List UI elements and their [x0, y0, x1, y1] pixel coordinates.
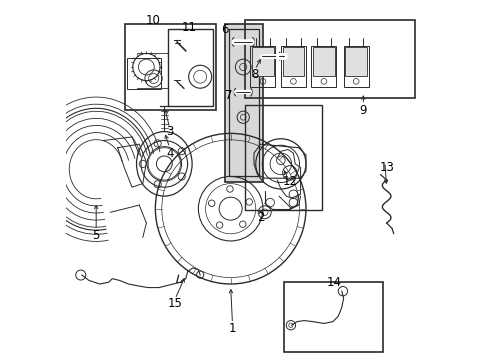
Text: 10: 10: [146, 14, 161, 27]
Bar: [225, 24, 263, 182]
Bar: [311, 45, 337, 87]
Bar: [252, 47, 274, 76]
Bar: [245, 21, 416, 98]
Text: 1: 1: [229, 322, 236, 335]
Text: 14: 14: [327, 276, 342, 289]
Bar: [126, 58, 161, 89]
Bar: [345, 47, 367, 76]
Text: 5: 5: [93, 229, 100, 242]
Bar: [281, 45, 306, 87]
Text: 15: 15: [168, 297, 182, 310]
Text: 12: 12: [282, 175, 297, 188]
Text: 13: 13: [379, 161, 394, 174]
Bar: [283, 47, 304, 76]
Bar: [343, 45, 368, 87]
Text: 6: 6: [221, 23, 229, 36]
Bar: [250, 45, 275, 87]
Bar: [168, 30, 213, 107]
Text: 9: 9: [360, 104, 367, 117]
Bar: [285, 282, 383, 352]
Text: 7: 7: [225, 89, 233, 102]
Text: 8: 8: [251, 68, 259, 81]
Text: 11: 11: [182, 21, 197, 34]
Bar: [245, 105, 322, 211]
Bar: [125, 24, 216, 110]
Text: 3: 3: [166, 125, 173, 138]
Bar: [229, 30, 259, 176]
Text: 4: 4: [166, 147, 173, 159]
Bar: [313, 47, 335, 76]
Text: 2: 2: [257, 211, 265, 224]
